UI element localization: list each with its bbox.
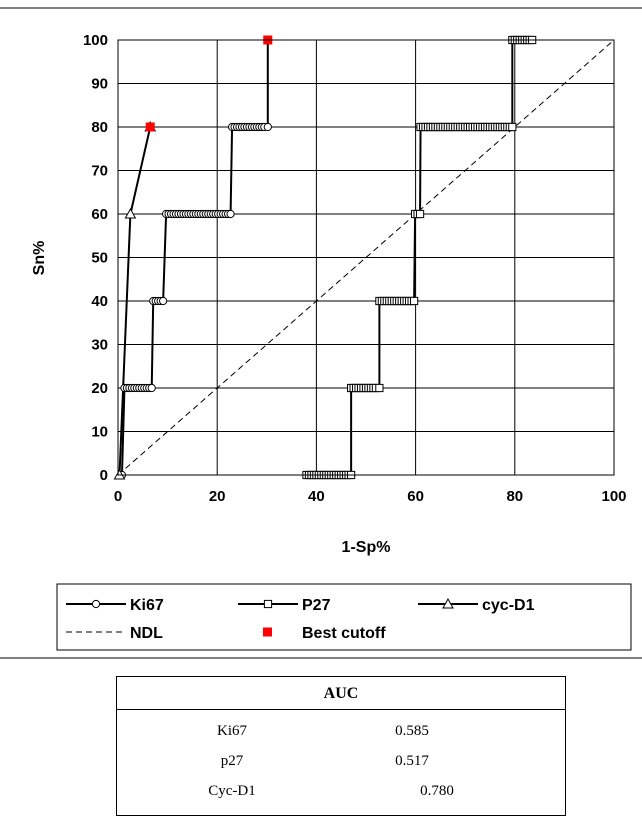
- auc-row-value: 0.780: [420, 783, 454, 799]
- p27-point: [410, 296, 419, 306]
- x-tick-label: 20: [209, 488, 226, 505]
- auc-row-value: 0.517: [395, 753, 429, 769]
- y-tick-labels: 0 10 20 30 40 50 60 70 80 90 100: [83, 32, 108, 484]
- y-tick-label: 30: [91, 337, 108, 354]
- x-tick-labels: 0 20 40 60 80 100: [114, 488, 627, 505]
- p27-point: [415, 209, 425, 219]
- auc-row-name: Cyc-D1: [208, 783, 256, 799]
- best-cutoff-point: [145, 122, 155, 132]
- legend-swatch: [263, 627, 272, 637]
- legend-label: cyc-D1: [482, 597, 535, 614]
- auc-table-title: AUC: [323, 685, 359, 702]
- legend-box: [56, 583, 632, 651]
- cyc-d1-point: [124, 207, 137, 219]
- legend-label: Best cutoff: [302, 625, 386, 642]
- y-axis-title: Sn%: [31, 241, 48, 276]
- x-tick-label: 40: [308, 488, 325, 505]
- ki67-point: [147, 383, 156, 393]
- legend-item-p27: P27: [238, 597, 331, 614]
- auc-table: AUC Ki67 0.585 p27 0.517 Cyc-D1 0.780: [116, 676, 566, 816]
- plot-frame: [117, 39, 615, 476]
- x-tick-label: 100: [601, 488, 626, 505]
- auc-table-rule: [117, 709, 565, 710]
- legend-item-best-cutoff: Best cutoff: [263, 625, 386, 642]
- legend-label: P27: [302, 597, 331, 614]
- y-tick-label: 70: [91, 163, 108, 180]
- x-tick-label: 60: [407, 488, 424, 505]
- auc-row-cyc-d1: Cyc-D1 0.780: [117, 783, 565, 805]
- y-tick-label: 20: [91, 380, 108, 397]
- legend-item-cyc-d1: cyc-D1: [418, 597, 535, 614]
- legend-item-ndl: NDL: [66, 625, 163, 642]
- auc-row-ki67: Ki67 0.585: [117, 723, 565, 745]
- y-tick-label: 10: [91, 424, 108, 441]
- x-tick-label: 0: [114, 488, 122, 505]
- ki67-point: [159, 296, 168, 306]
- legend-items: Ki67 P27 cyc-D1 NDL Best cutoff: [66, 597, 535, 642]
- roc-chart: 0 10 20 30 40 50 60 70 80 90 100 0 20 40 60 80 100 1-Sp…: [0, 7, 642, 659]
- y-tick-label: 100: [83, 32, 108, 49]
- p27-point: [508, 122, 517, 132]
- auc-row-name: Ki67: [217, 723, 247, 739]
- y-tick-label: 40: [91, 293, 108, 310]
- p27-point: [375, 383, 384, 393]
- y-tick-label: 80: [91, 119, 108, 136]
- p27-point: [263, 599, 273, 609]
- auc-row-value: 0.585: [395, 723, 429, 739]
- auc-row-p27: p27 0.517: [117, 753, 565, 775]
- y-tick-label: 50: [91, 250, 108, 267]
- y-tick-label: 90: [91, 76, 108, 93]
- auc-row-name: p27: [220, 753, 244, 769]
- x-axis-title: 1-Sp%: [342, 539, 391, 556]
- y-tick-label: 60: [91, 206, 108, 223]
- y-tick-label: 0: [100, 467, 108, 484]
- x-tick-label: 80: [506, 488, 523, 505]
- legend-label: NDL: [130, 625, 163, 642]
- ki67-point: [91, 599, 101, 609]
- legend: Ki67 P27 cyc-D1 NDL Best cutoff: [56, 583, 632, 651]
- cyc-d1-point: [442, 597, 454, 609]
- ki67-point: [226, 209, 235, 219]
- legend-label: Ki67: [130, 597, 164, 614]
- ki67-point: [263, 122, 272, 132]
- legend-item-ki67: Ki67: [66, 597, 164, 614]
